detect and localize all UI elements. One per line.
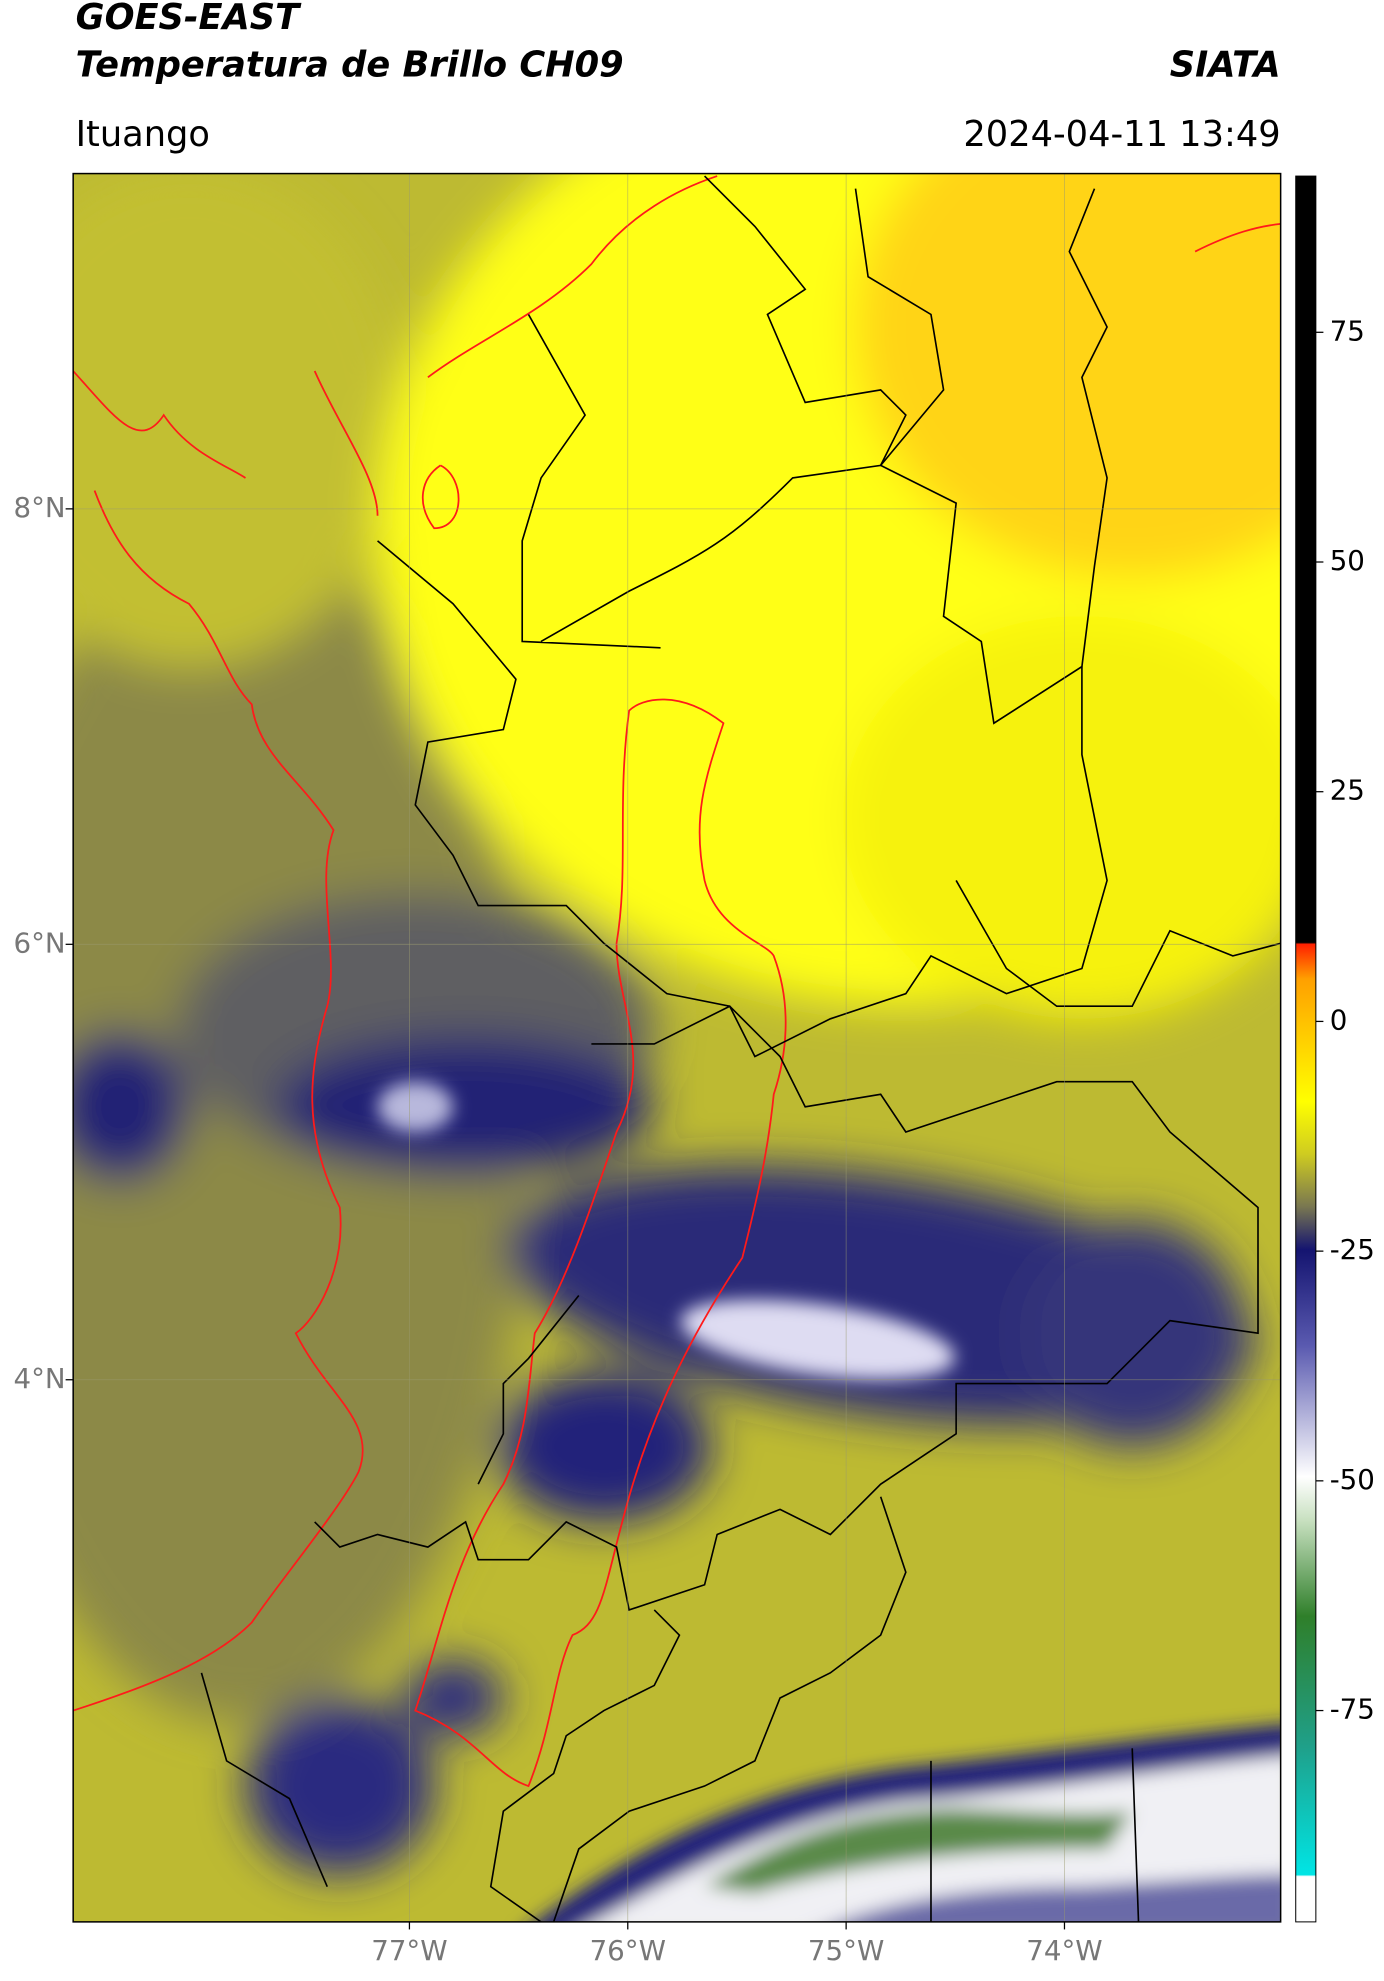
- region: Ituango: [76, 114, 210, 155]
- x-tick-label: 76°W: [590, 1934, 666, 1967]
- colorbar-label: -75: [1330, 1693, 1375, 1726]
- colorbar-label: 0: [1330, 1003, 1348, 1036]
- borders: [200, 175, 1281, 1922]
- y-tick-label: 6°N: [14, 926, 66, 959]
- graticule: [73, 173, 1281, 1922]
- satellite-image: [73, 173, 1281, 1922]
- y-tick-label: 4°N: [14, 1362, 66, 1395]
- y-tick-label: 8°N: [14, 491, 66, 524]
- x-tick-label: 77°W: [371, 1934, 447, 1967]
- x-tick-label: 74°W: [1026, 1934, 1102, 1967]
- subtitle: Temperatura de Brillo CH09: [76, 45, 624, 86]
- timestamp: 2024-04-11 13:49: [963, 114, 1280, 155]
- colorbar: [1295, 175, 1317, 1923]
- colorbar-label: 75: [1330, 314, 1365, 347]
- map-frame: [72, 172, 1282, 1923]
- source: SIATA: [1170, 45, 1281, 86]
- colorbar-label: -50: [1330, 1463, 1375, 1496]
- colorbar-label: -25: [1330, 1233, 1375, 1266]
- coastlines: [73, 175, 1281, 1788]
- colorbar-label: 50: [1330, 544, 1365, 577]
- colorbar-label: 25: [1330, 774, 1365, 807]
- x-tick-label: 75°W: [808, 1934, 884, 1967]
- title: GOES-EAST: [76, 0, 302, 38]
